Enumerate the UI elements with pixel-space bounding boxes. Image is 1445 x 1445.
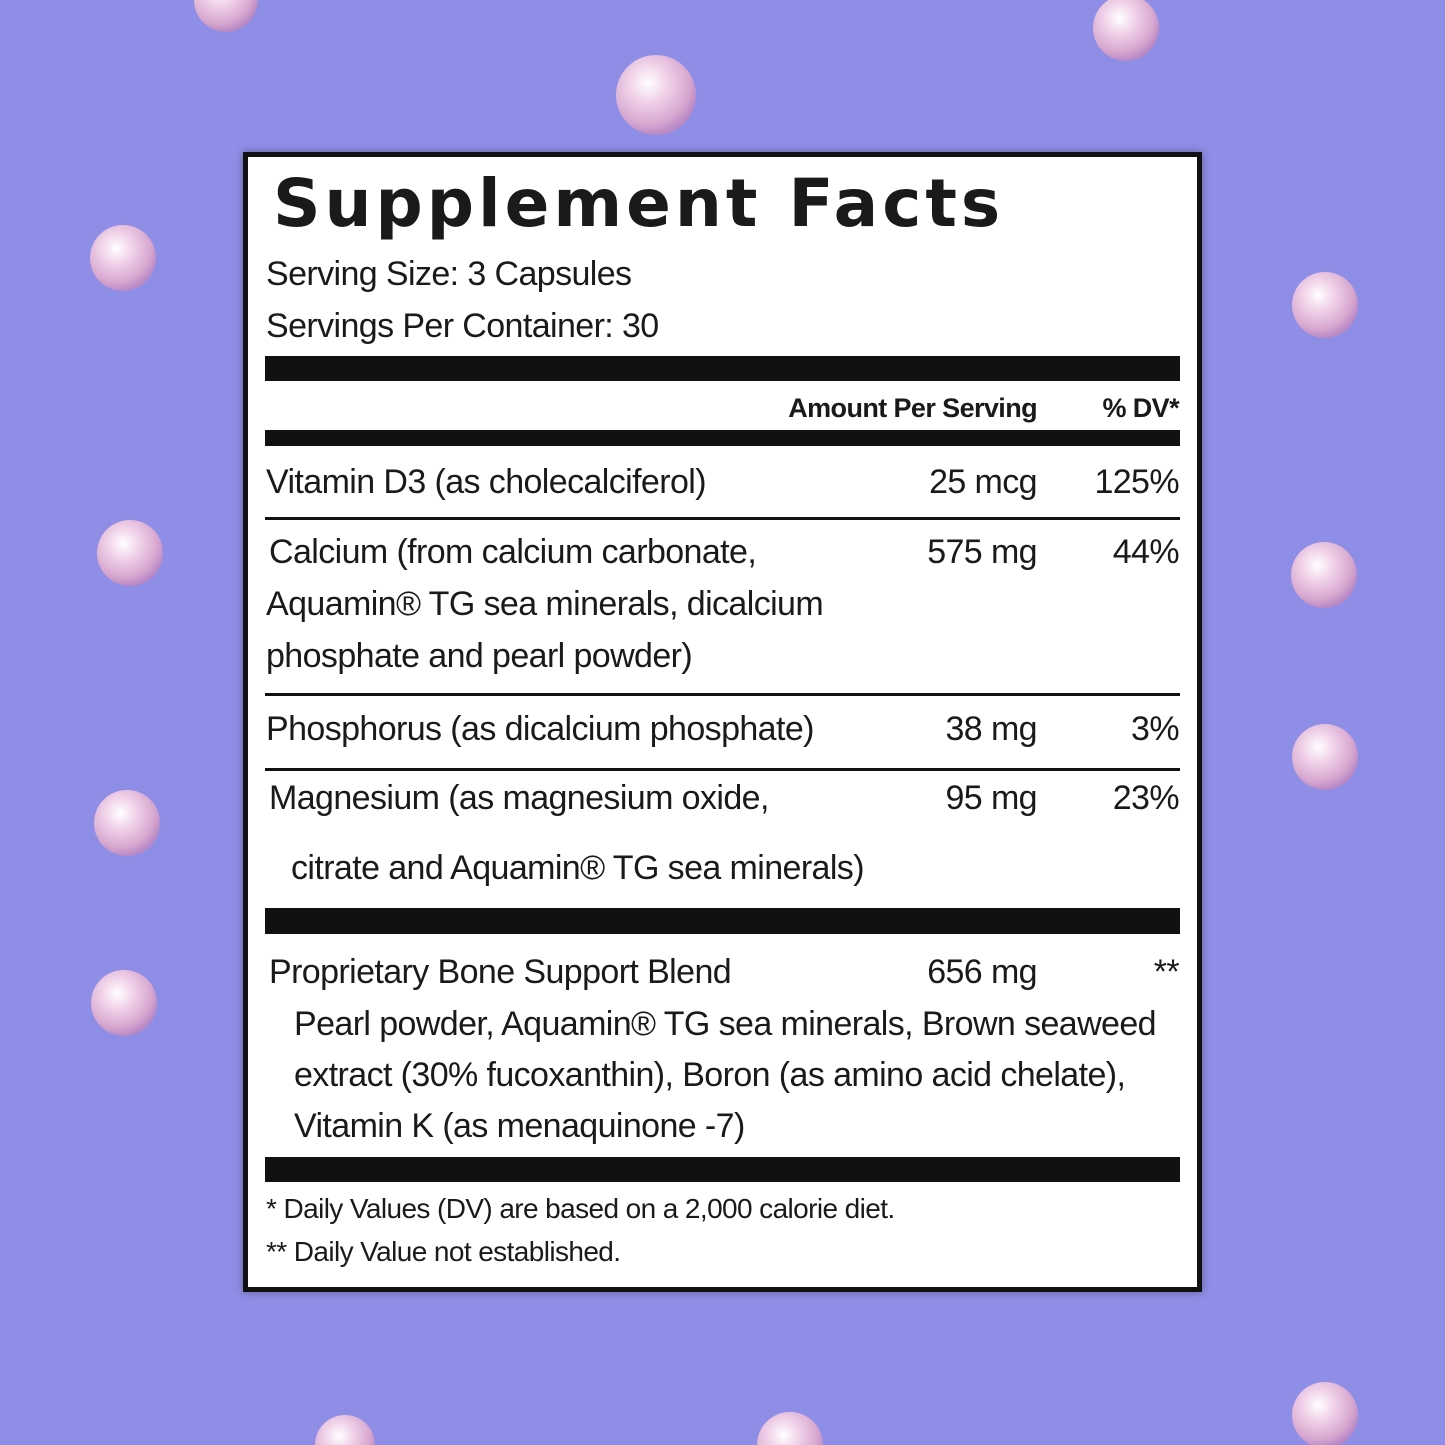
- amount-header: Amount Per Serving: [788, 393, 1037, 423]
- nutrient-name: citrate and Aquamin® TG sea minerals): [291, 849, 865, 887]
- nutrient-amount: 95 mg: [945, 779, 1038, 817]
- thin-rule: [265, 768, 1180, 771]
- title: Supplement Facts: [273, 165, 1005, 242]
- servings-per-container: Servings Per Container: 30: [266, 307, 659, 345]
- nutrient-name: Magnesium (as magnesium oxide,: [269, 779, 769, 817]
- nutrient-name: phosphate and pearl powder): [266, 637, 693, 675]
- blend-name: Proprietary Bone Support Blend: [269, 953, 732, 991]
- blend-amount: 656 mg: [927, 953, 1037, 991]
- nutrient-name: Vitamin D3 (as cholecalciferol): [266, 463, 707, 501]
- thick-rule: [265, 1157, 1180, 1182]
- nutrient-dv: 23%: [1112, 779, 1180, 817]
- nutrient-dv: 44%: [1112, 533, 1180, 571]
- blend-ingredients: Vitamin K (as menaquinone -7): [294, 1107, 745, 1145]
- dv-header: % DV*: [1102, 393, 1179, 423]
- blend-ingredients: Pearl powder, Aquamin® TG sea minerals, …: [294, 1005, 1157, 1043]
- thick-rule: [265, 356, 1180, 381]
- footnote: ** Daily Value not established.: [266, 1236, 621, 1267]
- thick-rule: [265, 430, 1180, 446]
- nutrient-dv: 3%: [1131, 710, 1180, 748]
- thin-rule: [265, 517, 1180, 520]
- thick-rule: [265, 908, 1180, 934]
- nutrient-name: Calcium (from calcium carbonate,: [269, 533, 757, 571]
- nutrient-amount: 575 mg: [927, 533, 1037, 571]
- footnote: * Daily Values (DV) are based on a 2,000…: [266, 1193, 895, 1224]
- nutrient-name: Phosphorus (as dicalcium phosphate): [266, 710, 814, 748]
- supplement-facts-panel: Supplement Facts Serving Size: 3 Capsule…: [243, 152, 1202, 1292]
- nutrient-amount: 38 mg: [945, 710, 1038, 748]
- pearls: [90, 0, 1358, 1445]
- blend-dv: **: [1153, 953, 1180, 991]
- nutrient-dv: 125%: [1094, 463, 1179, 501]
- nutrient-amount: 25 mcg: [929, 463, 1038, 501]
- thin-rule: [265, 693, 1180, 696]
- nutrient-name: Aquamin® TG sea minerals, dicalcium: [266, 585, 824, 623]
- serving-size: Serving Size: 3 Capsules: [266, 255, 632, 293]
- blend-ingredients: extract (30% fucoxanthin), Boron (as ami…: [294, 1056, 1126, 1094]
